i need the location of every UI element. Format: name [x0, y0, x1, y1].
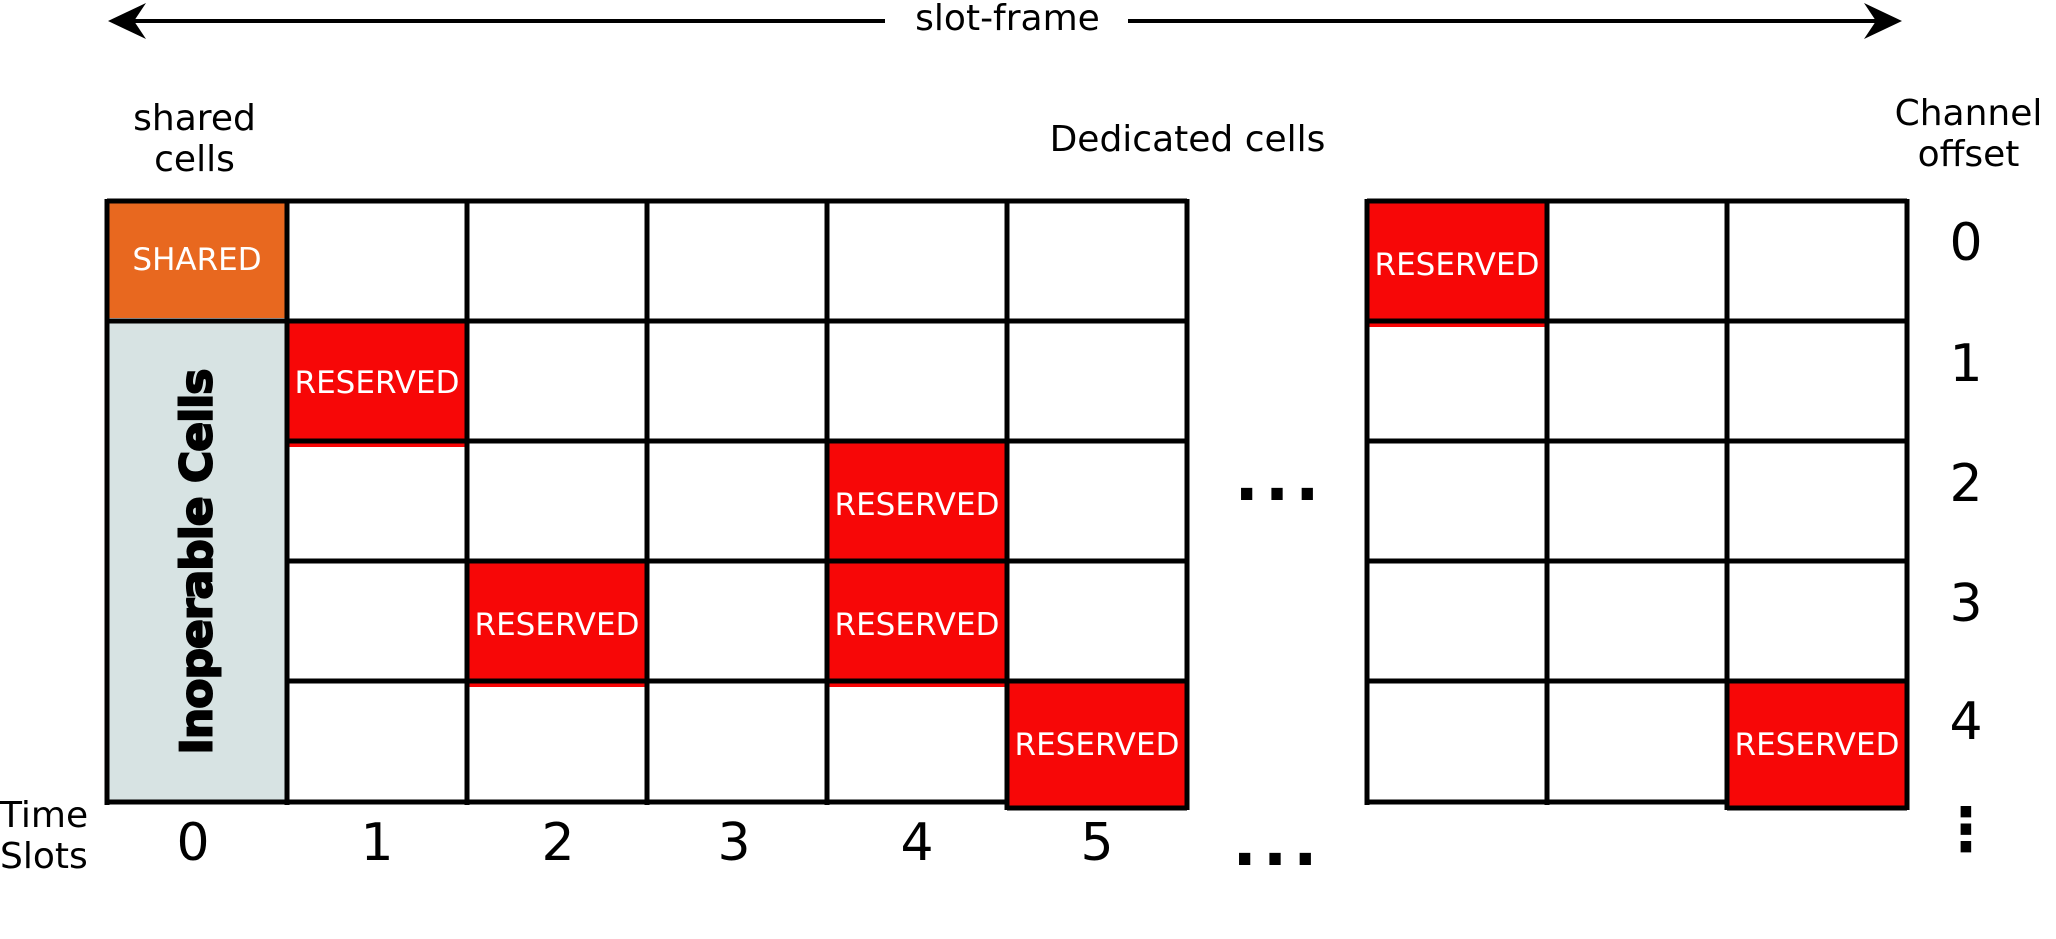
- reserved-cell-right1-ch0: [1367, 202, 1547, 327]
- reserved-cell-slot5-ch4: [1007, 682, 1187, 808]
- shared-cell-label: SHARED: [132, 242, 261, 278]
- time-slot-0: 0: [176, 813, 209, 873]
- channel-offset-more: ⋮: [1936, 795, 1996, 865]
- slot-frame-label: slot-frame: [895, 0, 1120, 40]
- time-slots-label: Time Slots: [0, 795, 89, 878]
- slot-frame-arrow: [108, 3, 1902, 39]
- grid-right: [1364, 198, 1910, 811]
- channel-offset-1: 1: [1949, 334, 1982, 394]
- time-slot-3: 3: [717, 813, 750, 873]
- reserved-label-slot5-ch4: RESERVED: [1015, 727, 1180, 763]
- time-slot-1: 1: [360, 813, 393, 873]
- channel-offset-numbers: 0 1 2 3 4 ⋮: [1936, 213, 1996, 865]
- channel-offset-label: Channel offset: [1894, 93, 2043, 176]
- shared-cells-label: shared cells: [133, 98, 256, 181]
- channel-offset-2: 2: [1949, 454, 1982, 514]
- shared-cell: [107, 202, 287, 318]
- reserved-label-slot4-ch3: RESERVED: [835, 607, 1000, 643]
- channel-offset-0: 0: [1949, 213, 1982, 273]
- reserved-cell-slot2-ch3: [467, 562, 647, 687]
- inoperable-cells-column: [107, 322, 287, 803]
- inoperable-cells-label: Inoperable Cells: [172, 370, 223, 755]
- dedicated-cells-label: Dedicated cells: [1049, 119, 1326, 160]
- channel-offset-4: 4: [1949, 692, 1982, 752]
- grid-left: [104, 198, 1190, 811]
- reserved-label-right3-ch4: RESERVED: [1735, 727, 1900, 763]
- reserved-cell-slot4-ch3: [827, 562, 1007, 687]
- ellipsis-time-slots: ...: [1233, 807, 1324, 881]
- reserved-label-right1-ch0: RESERVED: [1375, 247, 1540, 283]
- reserved-label-slot2-ch3: RESERVED: [475, 607, 640, 643]
- time-slot-4: 4: [900, 813, 933, 873]
- time-slot-5: 5: [1080, 813, 1113, 873]
- reserved-label-slot4-ch2: RESERVED: [835, 487, 1000, 523]
- reserved-cell-slot4-ch2: [827, 442, 1007, 567]
- channel-offset-3: 3: [1949, 574, 1982, 634]
- reserved-cell-right3-ch4: [1727, 682, 1907, 808]
- reserved-label-slot1-ch1: RESERVED: [295, 365, 460, 401]
- time-slot-2: 2: [541, 813, 574, 873]
- time-slot-numbers: 0 1 2 3 4 5: [176, 813, 1113, 873]
- reserved-cell-slot1-ch1: [287, 322, 467, 447]
- ellipsis-middle: ...: [1235, 442, 1326, 516]
